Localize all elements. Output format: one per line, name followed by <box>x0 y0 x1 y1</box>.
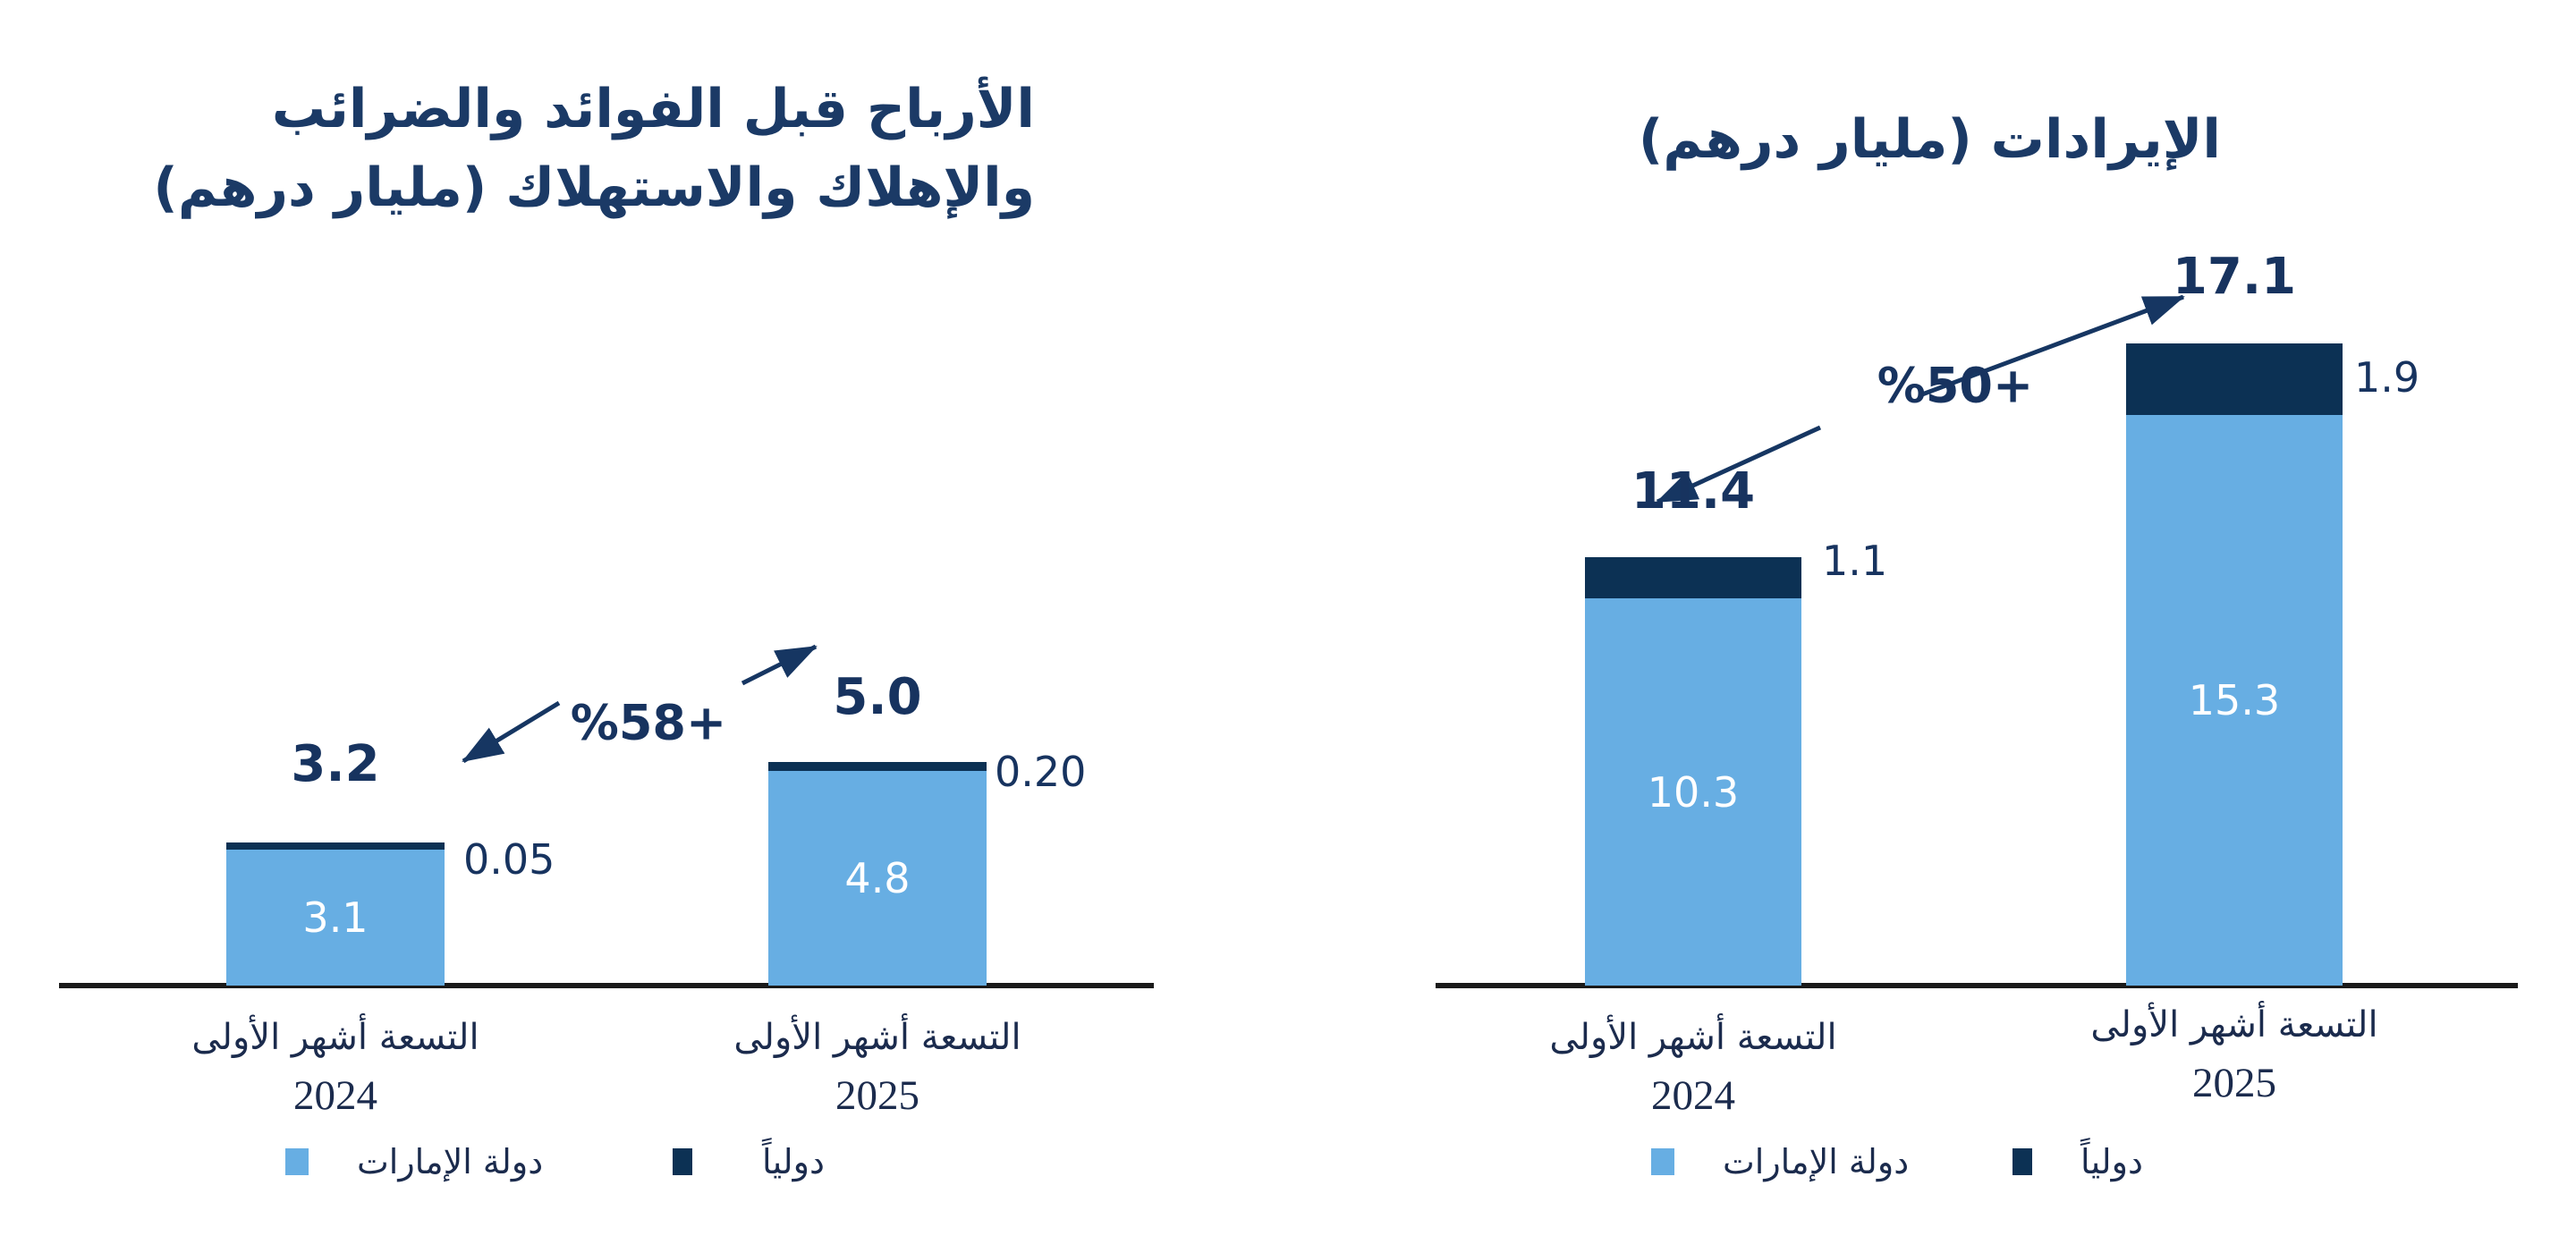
uae-color-swatch <box>285 1148 309 1175</box>
international-segment <box>226 842 445 850</box>
x-axis-period-label: التسعة أشهر الأولى <box>191 1017 479 1058</box>
x-axis-label-2024: التسعة أشهر الأولى 2024 <box>1541 1011 1845 1120</box>
total-value-label: 11.4 <box>1631 462 1756 521</box>
international-segment <box>2126 343 2343 415</box>
total-value-label: 17.1 <box>2172 248 2297 306</box>
arrow-to-2025-value <box>741 644 818 686</box>
revenue-x-axis-line <box>1436 983 2518 988</box>
uae-segment: 3.1 <box>226 850 445 986</box>
revenue-chart-title: الإيرادات (مليار درهم) <box>1639 100 2221 179</box>
international-value-label: 1.1 <box>1822 537 1888 585</box>
ebitda-x-axis-line <box>59 983 1154 988</box>
x-axis-year-label: 2025 <box>2192 1060 2276 1106</box>
x-axis-year-label: 2025 <box>835 1072 919 1119</box>
x-axis-period-label: التسعة أشهر الأولى <box>2090 1004 2378 1046</box>
uae-value-label: 3.1 <box>302 893 369 942</box>
international-value-label: 0.20 <box>995 748 1087 796</box>
arrow-to-2025-value <box>1921 294 2185 397</box>
title-line-1: الإيرادات (مليار درهم) <box>1638 108 2221 171</box>
x-axis-label-2024: التسعة أشهر الأولى 2024 <box>183 1011 487 1120</box>
stacked-bar-2025: 4.8 <box>768 762 987 986</box>
x-axis-period-label: التسعة أشهر الأولى <box>1549 1017 1837 1058</box>
x-axis-year-label: 2024 <box>1651 1072 1735 1119</box>
international-segment <box>768 762 987 771</box>
total-value-label: 3.2 <box>291 735 380 793</box>
international-color-swatch <box>2012 1148 2032 1175</box>
uae-segment: 4.8 <box>768 771 987 986</box>
international-value-label: 1.9 <box>2354 353 2420 402</box>
title-line-1: الأرباح قبل الفوائد والضرائب <box>271 78 1035 140</box>
uae-segment: 10.3 <box>1585 598 1801 986</box>
x-axis-label-2025: التسعة أشهر الأولى 2025 <box>2082 998 2386 1107</box>
revenue-plot-area: %50+ 10.3 11.4 1.1 15.3 17.1 1.9 <box>1436 248 2518 988</box>
ebitda-plot-area: %58+ 3.1 3.2 0.05 4.8 5.0 0.20 <box>59 556 1154 988</box>
legend-item-uae: دولة الإمارات <box>285 1142 544 1181</box>
title-line-2: والإهلاك والاستهلاك (مليار درهم) <box>153 157 1035 219</box>
total-value-label: 5.0 <box>833 668 922 726</box>
revenue-growth-label: %50+ <box>1877 357 2034 414</box>
stacked-bar-2025: 15.3 <box>2126 343 2343 986</box>
ebitda-growth-label: %58+ <box>570 694 727 751</box>
uae-value-label: 4.8 <box>844 854 911 902</box>
uae-value-label: 15.3 <box>2188 676 2281 724</box>
revenue-growth-arrows <box>1656 294 2185 504</box>
uae-value-label: 10.3 <box>1647 767 1740 817</box>
ebitda-chart-title: الأرباح قبل الفوائد والضرائب والإهلاك وا… <box>153 70 1035 227</box>
ebitda-growth-arrows <box>462 644 818 764</box>
x-axis-year-label: 2024 <box>293 1072 377 1119</box>
x-axis-period-label: التسعة أشهر الأولى <box>733 1017 1021 1058</box>
international-color-swatch <box>673 1148 692 1175</box>
legend-item-international: دولياً <box>673 1142 825 1181</box>
international-value-label: 0.05 <box>463 835 555 884</box>
arrow-to-2024-bar <box>1656 425 1822 504</box>
arrow-to-2024-bar <box>462 700 561 764</box>
legend-label-international: دولياً <box>762 1142 825 1181</box>
legend-label-uae: دولة الإمارات <box>357 1142 544 1181</box>
legend-label-international: دولياً <box>2080 1142 2143 1181</box>
uae-color-swatch <box>1651 1148 1674 1175</box>
legend-item-uae: دولة الإمارات <box>1651 1142 1910 1181</box>
x-axis-label-2025: التسعة أشهر الأولى 2025 <box>725 1011 1030 1120</box>
stacked-bar-2024: 10.3 <box>1585 557 1801 986</box>
uae-segment: 15.3 <box>2126 415 2343 986</box>
international-segment <box>1585 557 1801 598</box>
legend-item-international: دولياً <box>2012 1142 2143 1181</box>
stacked-bar-2024: 3.1 <box>226 842 445 986</box>
legend-label-uae: دولة الإمارات <box>1723 1142 1910 1181</box>
